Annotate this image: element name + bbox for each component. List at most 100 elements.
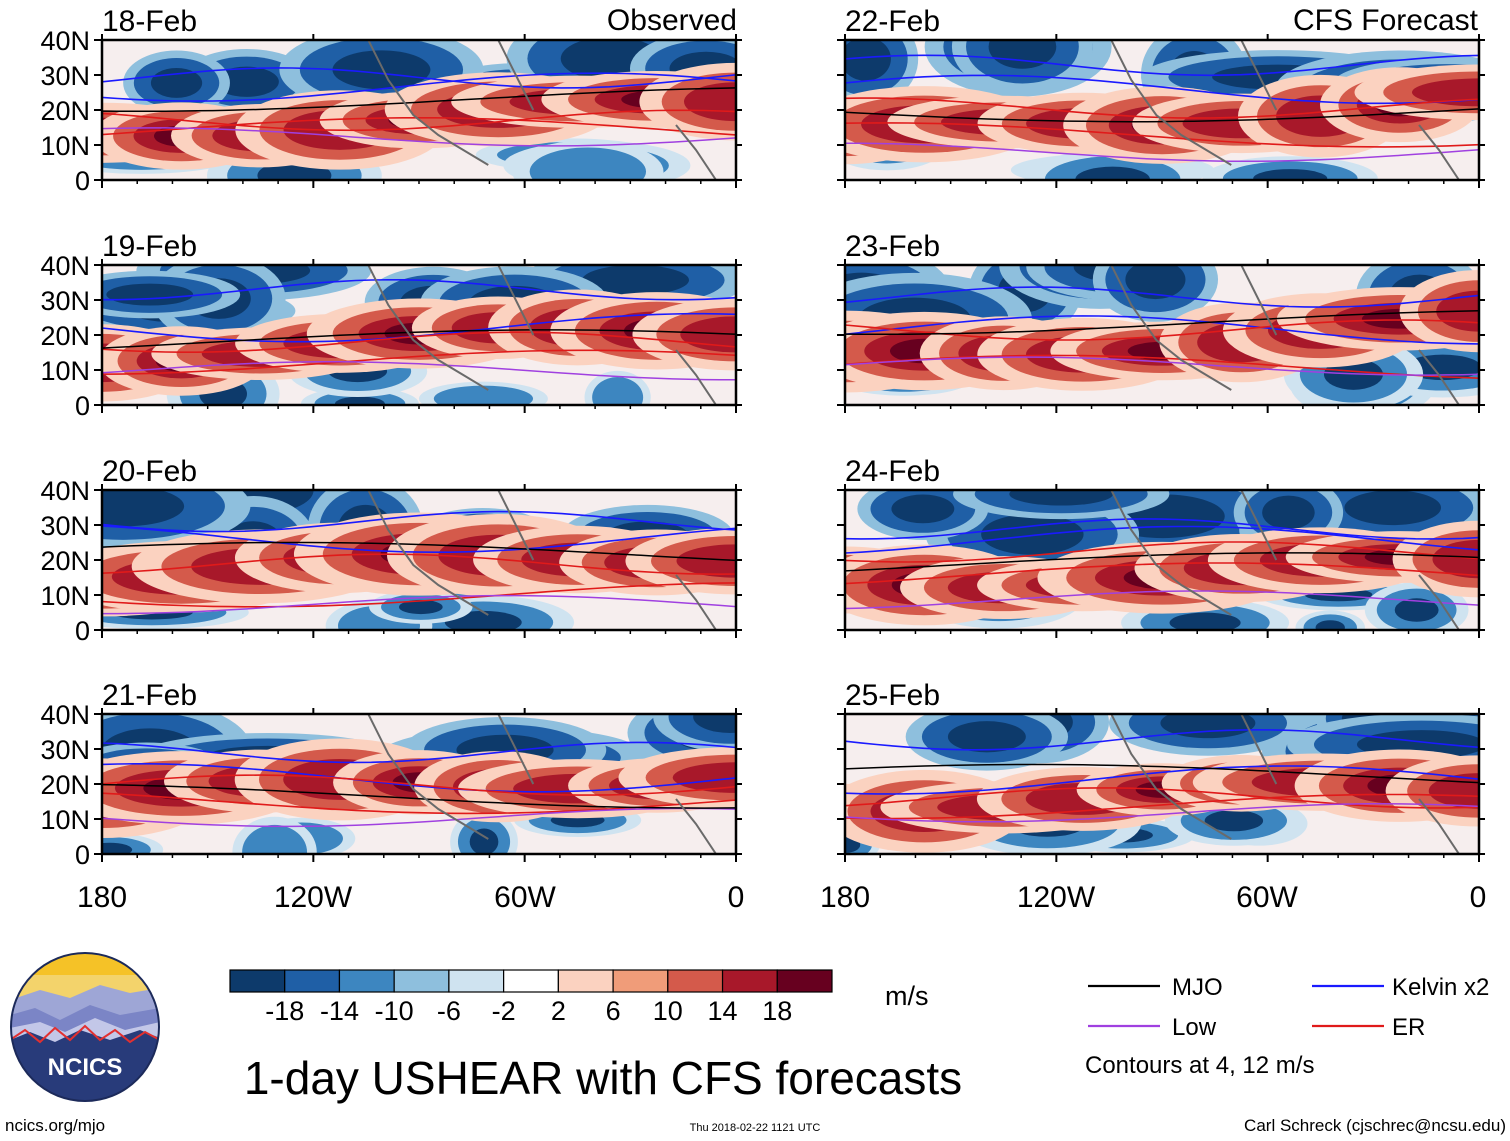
contour-line [102, 109, 736, 132]
y-tick-label: 30N [40, 735, 90, 765]
colorbar-swatch [503, 969, 559, 993]
shear-shading [845, 40, 1479, 180]
panel-date-title: 19-Feb [102, 230, 197, 263]
shear-blob-blue [102, 842, 133, 854]
contour-line [845, 310, 1479, 336]
y-tick-label: 30N [40, 61, 90, 91]
shear-blob-blue [1009, 490, 1114, 506]
map-panel: 24-Feb [837, 455, 1485, 638]
panels-group: 40N30N20N10N018-Feb40N30N20N10N019-Feb40… [40, 5, 1485, 870]
contour-line [102, 87, 736, 113]
colorbar-swatch [448, 969, 505, 993]
shear-blob-blue [1344, 490, 1442, 526]
contour-line [102, 741, 736, 764]
contour-line [845, 793, 1479, 820]
shear-blob-blue [529, 147, 647, 180]
website-link[interactable]: ncics.org/mjo [5, 1116, 105, 1135]
contour-line [102, 774, 736, 796]
map-panel: 23-Feb [837, 230, 1485, 413]
y-tick-label: 10N [40, 581, 90, 611]
y-tick-label: 0 [75, 166, 90, 196]
shear-blob-blue [1394, 598, 1439, 622]
contour-line [845, 54, 1479, 77]
shear-blob-blue [592, 377, 644, 405]
contour-line [845, 319, 1479, 341]
colorbar-label: -10 [375, 996, 414, 1026]
panel-date-title: 22-Feb [845, 5, 940, 38]
shear-shading [102, 40, 736, 180]
ncics-logo: NCICS [10, 952, 160, 1102]
contour-line [845, 354, 1479, 379]
colorbar-label: 6 [606, 996, 621, 1026]
y-tick-label: 40N [40, 476, 90, 506]
contour-line [845, 763, 1479, 784]
colorbar-label: -2 [492, 996, 516, 1026]
colorbar-swatch [612, 969, 669, 993]
x-tick-label: 60W [494, 881, 556, 914]
shear-blob-red [672, 762, 736, 793]
contour-line [845, 142, 1479, 163]
shear-blob-blue [214, 66, 279, 97]
legend-label-low: Low [1172, 1014, 1217, 1041]
shear-blob-red [676, 544, 736, 578]
contour-line [845, 518, 1479, 540]
x-tick-label: 120W [1017, 881, 1096, 914]
map-panel: 25-Feb [837, 679, 1485, 862]
shear-blob-blue [1125, 265, 1186, 300]
shear-blob-blue [1169, 612, 1241, 630]
contour-line [102, 117, 736, 136]
x-tick-label: 180 [77, 881, 127, 914]
colorbar-swatch [338, 969, 395, 993]
coastline [367, 265, 717, 405]
contour-line [102, 582, 736, 608]
colorbar-swatch [393, 969, 450, 993]
coastline [367, 714, 717, 854]
shear-shading [102, 490, 736, 630]
coastline [367, 490, 717, 630]
contour-line [845, 590, 1479, 610]
shear-blob-blue [947, 721, 1026, 753]
contour-line [845, 552, 1479, 572]
shear-blob-blue [1253, 169, 1328, 180]
panel-date-title: 20-Feb [102, 455, 197, 488]
contour-line [102, 594, 736, 615]
contour-line [102, 553, 736, 576]
colorbar-swatch [284, 969, 341, 993]
y-tick-label: 30N [40, 286, 90, 316]
timestamp: Thu 2018-02-22 1121 UTC [690, 1122, 821, 1134]
contour-line [845, 286, 1479, 308]
contour-line [845, 803, 1479, 823]
author-credit: Carl Schreck (cjschrec@ncsu.edu) [1244, 1116, 1506, 1135]
colorbar-label: -6 [437, 996, 461, 1026]
coastline [1110, 714, 1460, 854]
shear-blob-blue [1262, 495, 1315, 530]
contour-line [845, 108, 1479, 123]
x-axis-right: 180 120W 60W 0 [820, 881, 1486, 914]
contour-line [102, 329, 736, 349]
legend-note: Contours at 4, 12 m/s [1085, 1052, 1314, 1079]
colorbar-label: 10 [653, 996, 683, 1026]
panel-date-title: 21-Feb [102, 679, 197, 712]
colorbar: -18 -14 -10 -6 -2 2 6 10 14 18 [229, 969, 833, 1026]
map-panel: 22-Feb [837, 5, 1485, 188]
y-tick-label: 20N [40, 321, 90, 351]
contour-line [845, 315, 1479, 345]
shear-blob-blue [469, 828, 499, 854]
map-panel: 40N 30N 20N 10N 0 19-Feb [40, 230, 742, 421]
contour-line [845, 122, 1479, 148]
contour-line [102, 510, 736, 533]
contour-legend: MJO Kelvin x2 Low ER Contours at 4, 12 m… [1085, 974, 1489, 1079]
y-tick-label: 20N [40, 770, 90, 800]
shear-blob-blue [1204, 810, 1264, 832]
shear-shading [845, 714, 1479, 854]
contour-line [102, 763, 736, 793]
shear-blob-blue [1160, 714, 1256, 739]
contour-line [102, 360, 736, 381]
contour-line [102, 279, 736, 301]
contour-line [845, 541, 1479, 563]
x-tick-label: 60W [1236, 881, 1298, 914]
y-tick-label: 20N [40, 546, 90, 576]
contour-line [102, 541, 736, 562]
legend-label-kelvin: Kelvin x2 [1392, 974, 1489, 1001]
